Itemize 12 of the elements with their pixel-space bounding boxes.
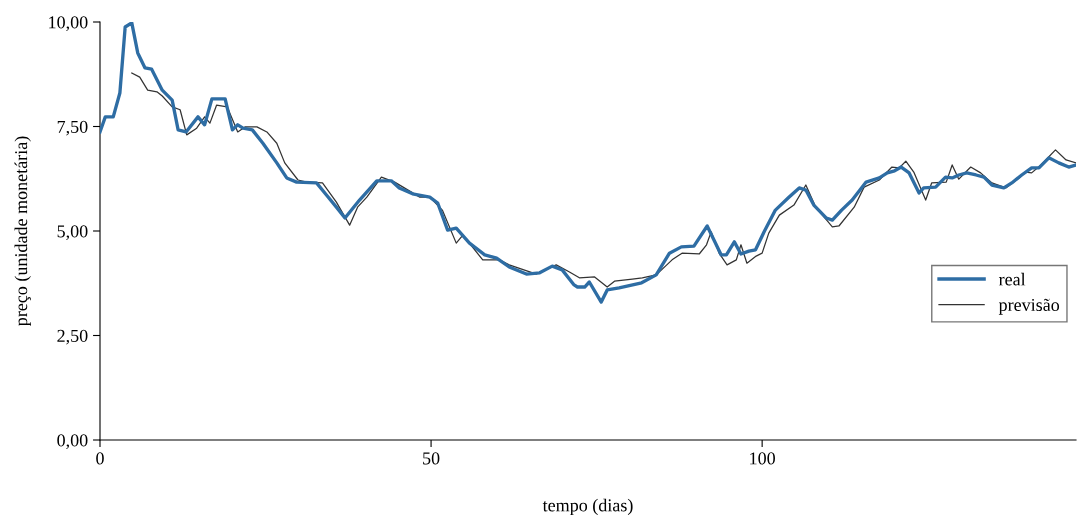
y-tick-label: 7,50 xyxy=(57,120,88,136)
x-axis-title: tempo (dias) xyxy=(542,498,633,515)
x-tick-label: 100 xyxy=(750,452,775,465)
y-axis-title: preço (unidade monetária) xyxy=(14,136,31,326)
legend-label: real xyxy=(998,272,1026,286)
y-tick-label: 2,50 xyxy=(57,329,88,345)
y-tick-label: 5,00 xyxy=(57,225,88,241)
y-tick-label: 10,00 xyxy=(49,16,88,32)
legend-label: previsão xyxy=(998,298,1060,315)
x-tick-label: 0 xyxy=(96,452,104,465)
y-tick-label: 0,00 xyxy=(57,434,88,450)
x-tick-label: 50 xyxy=(423,452,440,465)
